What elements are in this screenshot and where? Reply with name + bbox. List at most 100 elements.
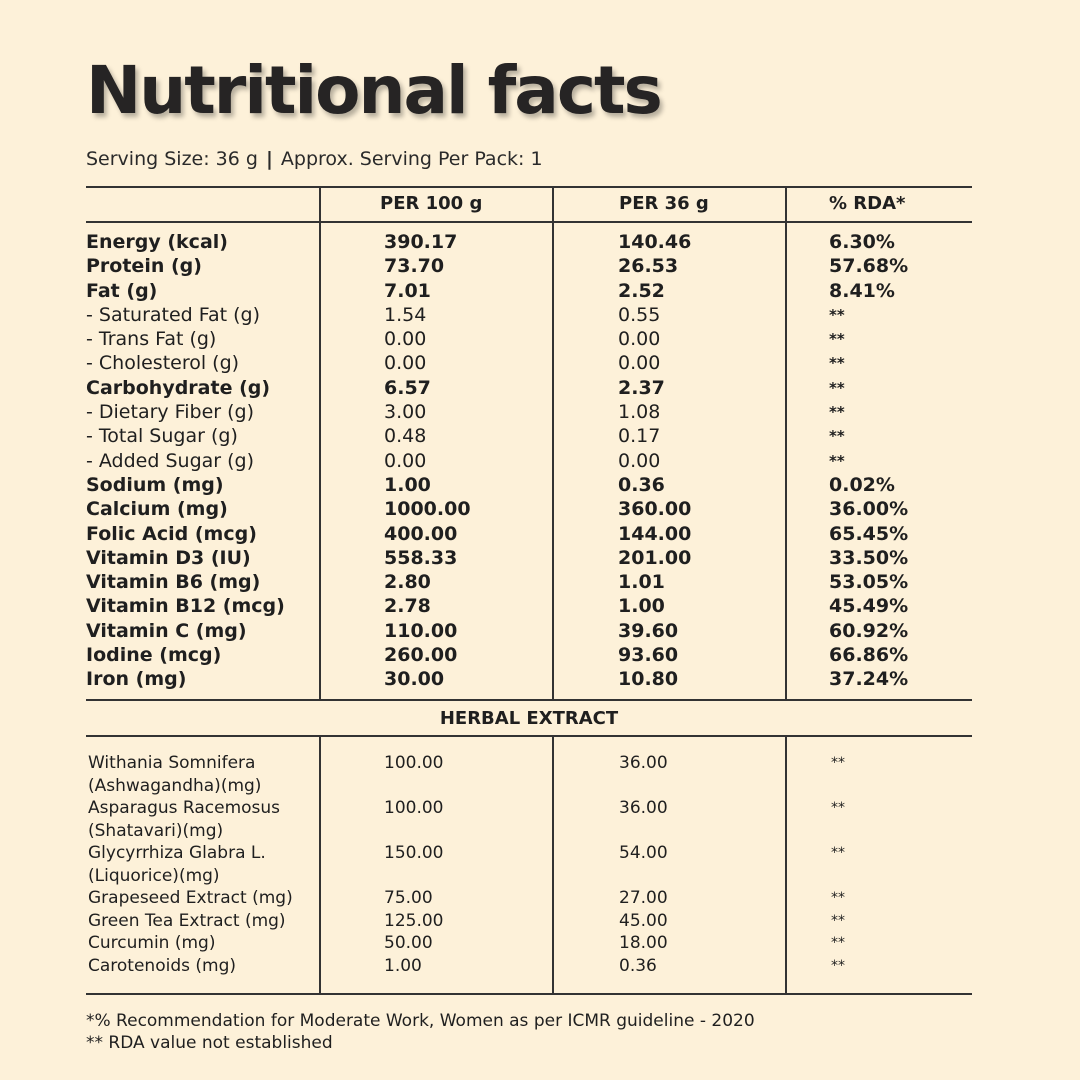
value-per-100g: 400.00 [384,522,458,545]
table-row: - Cholesterol (g) 0.00 0.00 ** [86,351,972,375]
nutrient-name: - Added Sugar (g) [86,449,255,472]
value-per-100g: 1.00 [384,955,422,976]
value-rda: ** [829,330,845,349]
table-row: Carbohydrate (g) 6.57 2.37 ** [86,376,972,400]
value-per-36g: 2.37 [618,376,665,399]
value-rda: 37.24% [829,668,909,691]
value-per-36g: 36.00 [619,798,668,818]
value-per-36g: 36.00 [619,753,668,773]
value-per-100g: 2.80 [384,571,431,594]
table-row: Folic Acid (mcg) 400.00 144.00 65.45% [86,522,972,546]
herbal-table: Withania Somnifera (Ashwagandha)(mg) 100.… [86,752,972,977]
value-rda: 53.05% [829,571,909,594]
table-row: Withania Somnifera (Ashwagandha)(mg) 100.… [86,752,972,797]
table-row: Iron (mg) 30.00 10.80 37.24% [86,667,972,691]
herbal-name: Asparagus Racemosus (Shatavari)(mg) [88,798,281,841]
column-divider [785,735,787,993]
table-row: - Dietary Fiber (g) 3.00 1.08 ** [86,400,972,424]
nutrient-name: Iron (mg) [86,668,187,691]
value-per-100g: 50.00 [384,933,433,953]
value-per-36g: 18.00 [619,933,668,953]
herbal-header-rule [86,735,972,737]
value-per-36g: 140.46 [618,231,692,253]
table-row: - Total Sugar (g) 0.48 0.17 ** [86,424,972,448]
table-row: Fat (g) 7.01 2.52 8.41% [86,279,972,303]
value-per-36g: 1.08 [618,401,661,424]
value-per-100g: 390.17 [384,231,458,253]
herbal-name: Carotenoids (mg) [88,955,236,976]
value-per-36g: 10.80 [618,668,679,691]
nutrient-name: Vitamin D3 (IU) [86,546,251,569]
value-rda: ** [829,378,845,397]
value-per-100g: 0.00 [384,328,427,351]
value-per-36g: 93.60 [618,644,679,667]
nutrient-name: Vitamin C (mg) [86,619,247,642]
value-rda: ** [831,845,845,861]
herbal-name: Glycyrrhiza Glabra L. (Liquorice)(mg) [88,843,266,886]
value-per-100g: 7.01 [384,279,431,302]
value-rda: 36.00% [829,498,909,521]
table-row: - Added Sugar (g) 0.00 0.00 ** [86,449,972,473]
nutrient-name: Vitamin B12 (mcg) [86,595,285,618]
nutrient-name: Sodium (mg) [86,473,224,496]
value-per-36g: 1.00 [618,595,665,618]
column-header-per-100g: PER 100 g [380,193,483,214]
nutrient-name: Vitamin B6 (mg) [86,571,261,594]
value-rda: ** [831,755,845,771]
value-per-36g: 0.00 [618,328,661,351]
nutrient-name: Calcium (mg) [86,498,228,521]
value-rda: ** [831,890,845,906]
value-per-36g: 0.36 [619,955,657,976]
nutrients-bottom-rule [86,699,972,701]
value-per-100g: 150.00 [384,843,444,863]
header-bottom-rule [86,221,972,223]
herbal-extract-heading: HERBAL EXTRACT [439,708,619,729]
value-per-100g: 73.70 [384,255,445,278]
value-rda: ** [831,800,845,816]
table-row: Green Tea Extract (mg) 125.00 45.00 ** [86,910,972,933]
value-rda: ** [831,935,845,951]
value-per-100g: 75.00 [384,888,433,908]
table-row: Sodium (mg) 1.00 0.36 0.02% [86,473,972,497]
herbal-name: Green Tea Extract (mg) [88,910,286,931]
footnote-not-established: ** RDA value not established [86,1033,333,1053]
value-per-36g: 26.53 [618,255,679,278]
value-per-36g: 0.36 [618,473,665,496]
value-rda: 66.86% [829,644,909,667]
value-per-100g: 1000.00 [384,498,471,521]
nutrient-name: - Total Sugar (g) [86,425,238,448]
nutrient-name: Protein (g) [86,255,202,278]
herbal-name: Withania Somnifera (Ashwagandha)(mg) [88,753,262,796]
value-rda: 45.49% [829,595,909,618]
nutrient-name: - Trans Fat (g) [86,328,217,351]
value-rda: 65.45% [829,522,909,545]
column-divider [552,735,554,993]
value-rda: 6.30% [829,231,895,253]
value-rda: ** [829,451,845,470]
table-row: Vitamin B12 (mcg) 2.78 1.00 45.49% [86,594,972,618]
table-row: Iodine (mcg) 260.00 93.60 66.86% [86,643,972,667]
table-row: Carotenoids (mg) 1.00 0.36 ** [86,955,972,978]
table-top-rule [86,186,972,188]
table-row: Asparagus Racemosus (Shatavari)(mg) 100.0… [86,797,972,842]
value-per-100g: 0.48 [384,425,427,448]
value-per-36g: 0.55 [618,303,661,326]
value-per-36g: 0.00 [618,352,661,375]
nutrient-name: Energy (kcal) [86,231,228,253]
value-per-36g: 0.00 [618,449,661,472]
value-per-100g: 6.57 [384,376,431,399]
value-per-36g: 1.01 [618,571,665,594]
value-per-100g: 0.00 [384,449,427,472]
herbal-name: Grapeseed Extract (mg) [88,888,293,908]
column-divider [319,186,321,699]
value-per-100g: 2.78 [384,595,431,618]
serving-separator: | [265,148,273,170]
value-per-36g: 39.60 [618,619,679,642]
serving-info: Serving Size: 36 g | Approx. Serving Per P… [86,148,543,170]
value-per-100g: 100.00 [384,753,444,773]
value-rda: 8.41% [829,279,895,302]
column-divider [319,735,321,993]
value-per-36g: 360.00 [618,498,692,521]
value-per-100g: 3.00 [384,401,427,424]
nutrient-name: Fat (g) [86,279,158,302]
